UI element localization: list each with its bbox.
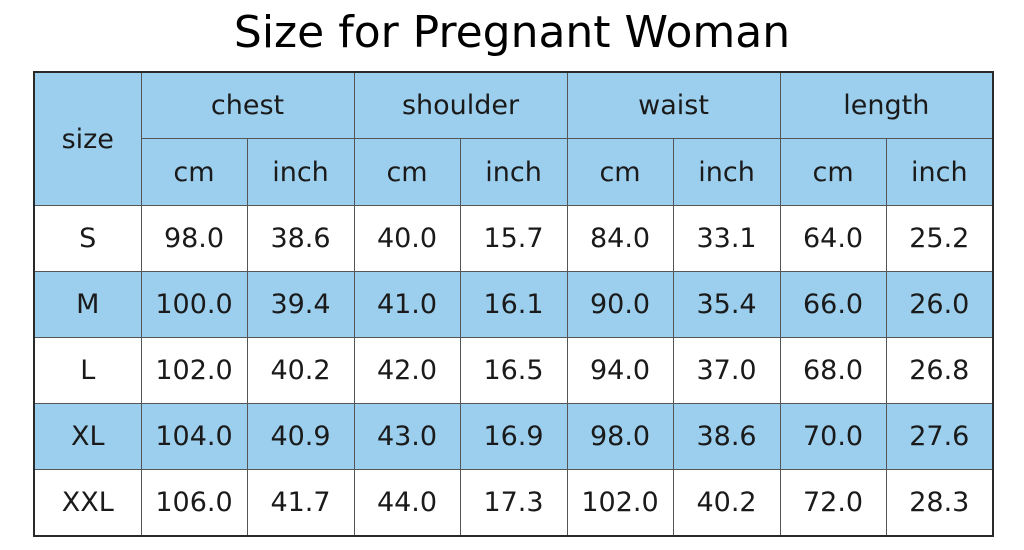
value-cell: 72.0 xyxy=(779,469,887,537)
header-group-row: size chest shoulder waist length xyxy=(33,71,994,206)
unit-header: cm xyxy=(353,138,461,206)
value-cell: 68.0 xyxy=(779,337,887,404)
value-cell: 26.0 xyxy=(885,271,994,338)
table-header: size chest shoulder waist length cm inch… xyxy=(33,71,994,206)
value-cell: 98.0 xyxy=(566,403,674,470)
value-cell: 98.0 xyxy=(140,205,248,272)
value-cell: 66.0 xyxy=(779,271,887,338)
value-cell: 38.6 xyxy=(246,205,355,272)
value-cell: 100.0 xyxy=(140,271,248,338)
value-cell: 33.1 xyxy=(672,205,781,272)
size-cell: M xyxy=(33,271,142,338)
unit-header: inch xyxy=(246,138,355,206)
value-cell: 37.0 xyxy=(672,337,781,404)
value-cell: 41.0 xyxy=(353,271,461,338)
value-cell: 38.6 xyxy=(672,403,781,470)
size-cell: S xyxy=(33,205,142,272)
value-cell: 84.0 xyxy=(566,205,674,272)
value-cell: 70.0 xyxy=(779,403,887,470)
value-cell: 102.0 xyxy=(566,469,674,537)
unit-header: inch xyxy=(672,138,781,206)
size-cell: L xyxy=(33,337,142,404)
shoulder-group-header: shoulder xyxy=(353,71,568,139)
size-chart-table: size chest shoulder waist length cm inch… xyxy=(33,71,995,537)
unit-header: cm xyxy=(140,138,248,206)
value-cell: 104.0 xyxy=(140,403,248,470)
page-title: Size for Pregnant Woman xyxy=(233,7,791,58)
header-units-row: cm inch cm inch cm inch cm inch xyxy=(34,138,994,206)
value-cell: 16.1 xyxy=(459,271,568,338)
value-cell: 40.9 xyxy=(246,403,355,470)
value-cell: 16.5 xyxy=(459,337,568,404)
value-cell: 17.3 xyxy=(459,469,568,537)
value-cell: 90.0 xyxy=(566,271,674,338)
value-cell: 102.0 xyxy=(140,337,248,404)
value-cell: 40.0 xyxy=(353,205,461,272)
value-cell: 43.0 xyxy=(353,403,461,470)
unit-header: cm xyxy=(779,138,887,206)
value-cell: 44.0 xyxy=(353,469,461,537)
size-cell: XL xyxy=(33,403,142,470)
unit-header: inch xyxy=(459,138,568,206)
value-cell: 16.9 xyxy=(459,403,568,470)
value-cell: 39.4 xyxy=(246,271,355,338)
waist-group-header: waist xyxy=(566,71,781,139)
length-group-header: length xyxy=(779,71,994,139)
value-cell: 40.2 xyxy=(246,337,355,404)
table-row: L 102.0 40.2 42.0 16.5 94.0 37.0 68.0 26… xyxy=(33,337,994,404)
chest-group-header: chest xyxy=(140,71,355,139)
value-cell: 35.4 xyxy=(672,271,781,338)
table-row: XL 104.0 40.9 43.0 16.9 98.0 38.6 70.0 2… xyxy=(33,403,994,470)
table-body: S 98.0 38.6 40.0 15.7 84.0 33.1 64.0 25.… xyxy=(33,205,994,537)
value-cell: 26.8 xyxy=(885,337,994,404)
table-row: M 100.0 39.4 41.0 16.1 90.0 35.4 66.0 26… xyxy=(33,271,994,338)
value-cell: 25.2 xyxy=(885,205,994,272)
size-cell: XXL xyxy=(33,469,142,537)
value-cell: 28.3 xyxy=(885,469,994,537)
value-cell: 15.7 xyxy=(459,205,568,272)
unit-header: inch xyxy=(885,138,994,206)
size-column-header: size xyxy=(33,71,142,206)
value-cell: 40.2 xyxy=(672,469,781,537)
unit-header: cm xyxy=(566,138,674,206)
value-cell: 106.0 xyxy=(140,469,248,537)
value-cell: 41.7 xyxy=(246,469,355,537)
value-cell: 27.6 xyxy=(885,403,994,470)
table-row: S 98.0 38.6 40.0 15.7 84.0 33.1 64.0 25.… xyxy=(33,205,994,272)
value-cell: 42.0 xyxy=(353,337,461,404)
table-row: XXL 106.0 41.7 44.0 17.3 102.0 40.2 72.0… xyxy=(33,469,994,537)
value-cell: 64.0 xyxy=(779,205,887,272)
value-cell: 94.0 xyxy=(566,337,674,404)
